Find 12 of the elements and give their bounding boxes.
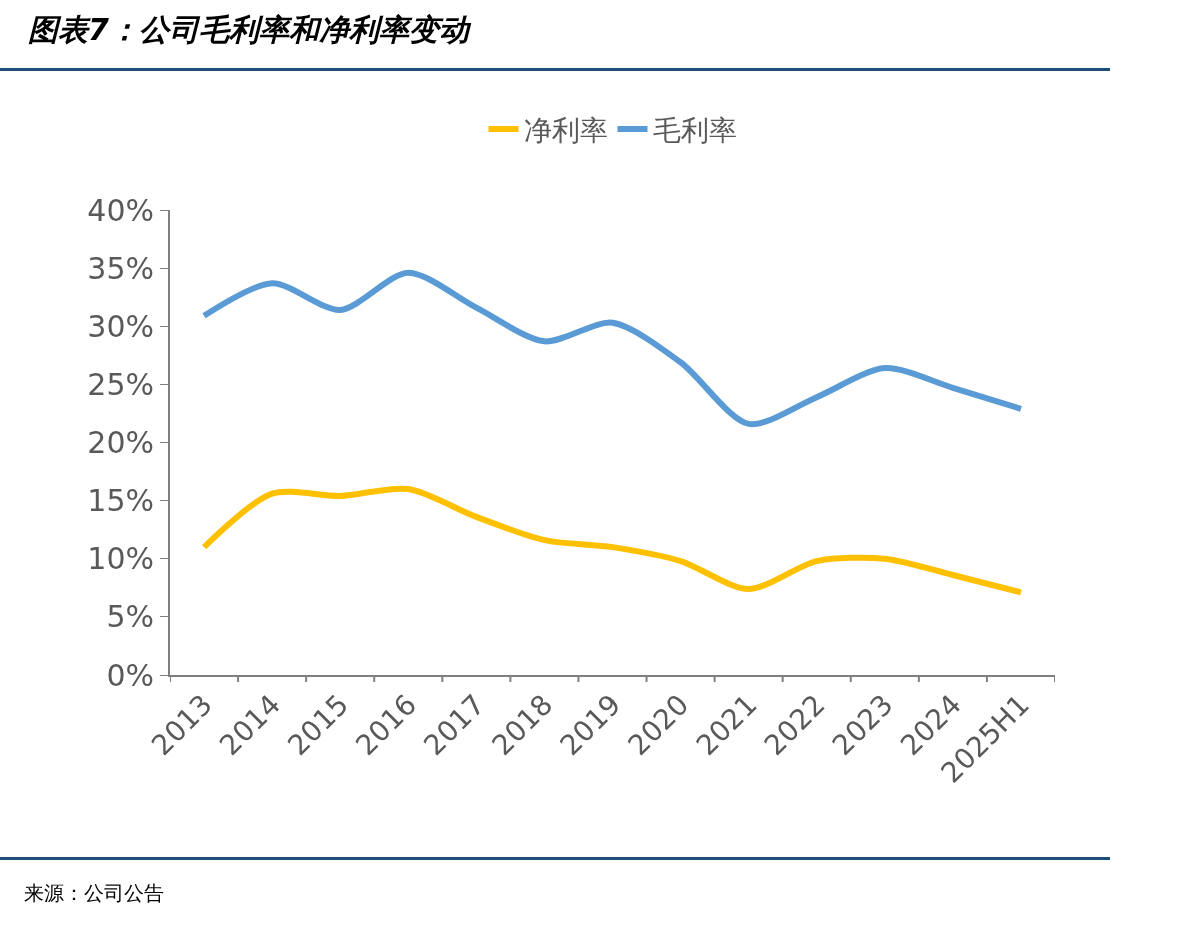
source-note: 来源：公司公告 bbox=[24, 880, 164, 907]
legend-label: 净利率 bbox=[523, 113, 608, 147]
y-tick-label: 5% bbox=[106, 599, 154, 635]
y-tick-label: 35% bbox=[87, 250, 154, 286]
y-tick-label: 30% bbox=[87, 308, 154, 344]
legend-label: 毛利率 bbox=[652, 113, 737, 147]
y-tick-label: 15% bbox=[87, 483, 154, 519]
y-tick-label: 20% bbox=[87, 425, 154, 460]
y-tick-label: 25% bbox=[87, 366, 154, 402]
y-tick-label: 0% bbox=[106, 657, 154, 693]
y-tick-label: 10% bbox=[87, 541, 154, 577]
y-tick-label: 40% bbox=[87, 192, 154, 228]
